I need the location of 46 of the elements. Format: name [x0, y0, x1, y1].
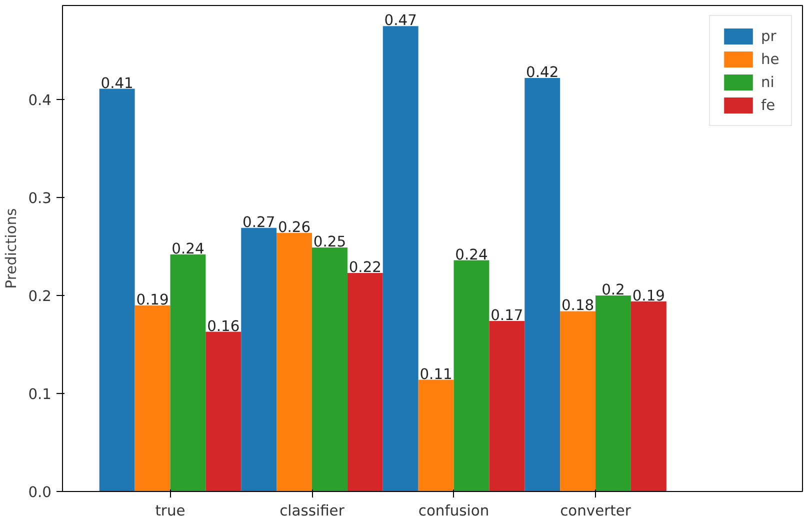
legend-label: ni	[761, 74, 776, 90]
y-tick-label: 0.1	[28, 386, 52, 404]
data-label: 0.19	[136, 291, 169, 308]
legend-label: he	[761, 50, 780, 68]
y-tick-label: 0.4	[28, 92, 52, 110]
bar	[134, 305, 170, 492]
legend-label: fe	[761, 96, 776, 114]
data-label: 0.2	[602, 282, 625, 299]
bar	[99, 88, 135, 492]
data-label: 0.47	[384, 12, 417, 30]
bar	[382, 26, 418, 492]
bar	[560, 311, 596, 492]
data-label: 0.16	[207, 318, 240, 335]
data-label: 0.19	[632, 287, 666, 304]
data-label: 0.24	[172, 240, 204, 258]
data-label: 0.26	[278, 218, 311, 236]
bar	[170, 254, 206, 492]
bar	[276, 232, 312, 492]
bar	[241, 228, 277, 492]
y-tick-label: 0.0	[28, 484, 52, 501]
legend-label: pr	[761, 28, 778, 44]
bar	[206, 332, 242, 492]
bar	[596, 296, 631, 492]
x-tick-label: classifier	[280, 502, 346, 520]
data-label: 0.11	[420, 366, 452, 383]
data-label: 0.18	[561, 297, 594, 314]
x-tick-label: confusion	[418, 502, 490, 520]
x-tick-label: converter	[560, 502, 632, 520]
y-axis-title: Predictions	[3, 208, 20, 289]
data-label: 0.25	[313, 234, 346, 251]
bar	[454, 260, 490, 492]
data-label: 0.41	[100, 74, 134, 92]
data-label: 0.42	[526, 64, 559, 82]
data-label: 0.27	[242, 214, 276, 231]
bar	[524, 78, 560, 492]
y-tick-label: 0.2	[28, 288, 52, 306]
data-label: 0.22	[348, 258, 382, 276]
bar	[418, 380, 454, 492]
data-label: 0.24	[455, 246, 488, 264]
bar	[489, 321, 525, 492]
bar	[347, 272, 383, 492]
y-tick-label: 0.3	[28, 190, 52, 208]
data-label: 0.17	[490, 307, 524, 324]
x-tick-label: true	[155, 502, 186, 520]
bar	[312, 248, 348, 492]
bar	[630, 301, 666, 492]
